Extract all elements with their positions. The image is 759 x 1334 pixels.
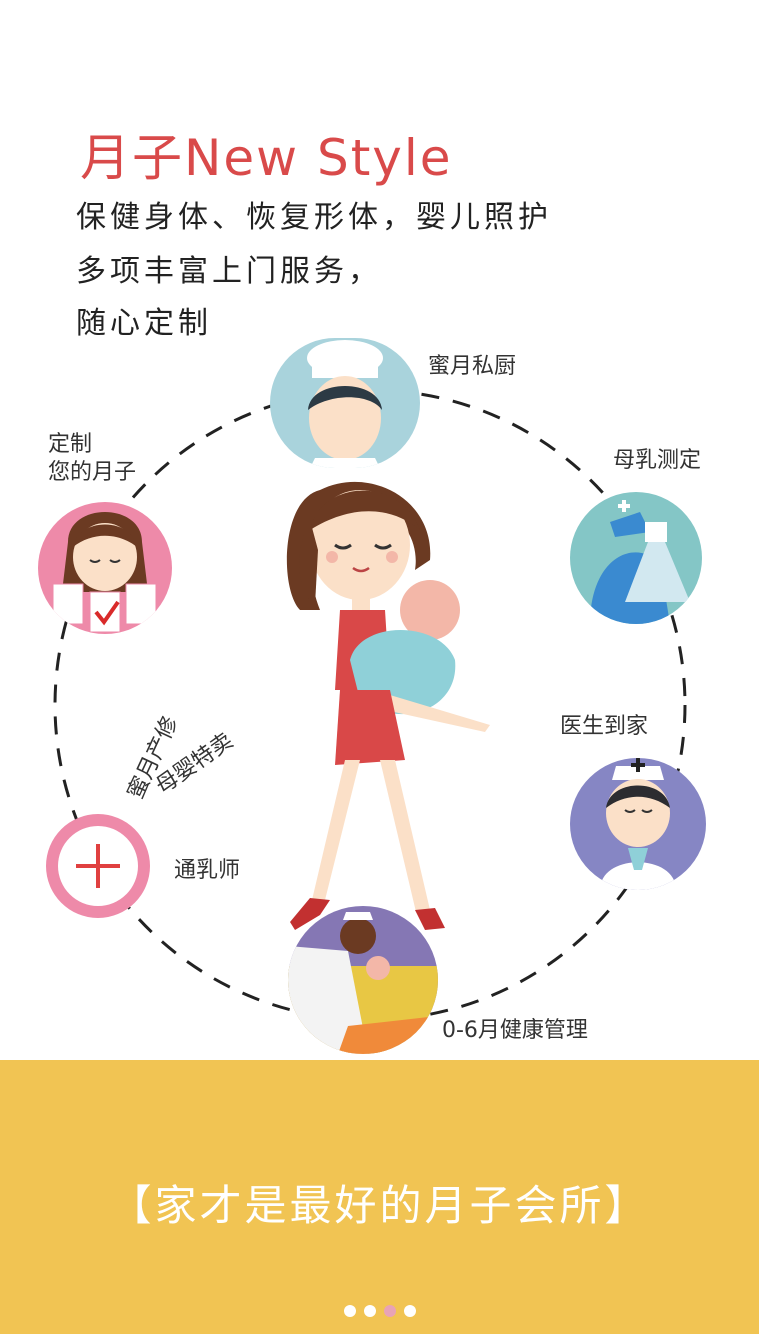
- subtitle-line-1: 保健身体、恢复形体，婴儿照护: [76, 200, 552, 235]
- service-label-doctor: 医生到家: [560, 714, 649, 739]
- page-dot[interactable]: [343, 1305, 356, 1317]
- page-dot[interactable]: [403, 1305, 416, 1317]
- service-label-lactation: 通乳师: [174, 858, 241, 883]
- service-label-milk: 母乳测定: [613, 448, 702, 473]
- chef-icon[interactable]: [270, 338, 420, 468]
- mother-baby-illustration: [286, 481, 490, 930]
- slogan-text: 【家才是最好的月子会所】: [109, 1181, 650, 1230]
- page-dot-active[interactable]: [383, 1305, 396, 1317]
- page-dot[interactable]: [363, 1305, 376, 1317]
- health-management-icon[interactable]: [288, 906, 438, 1054]
- page-indicator: [0, 1305, 759, 1317]
- doctor-icon[interactable]: [570, 758, 706, 890]
- plus-icon[interactable]: [46, 814, 150, 918]
- subtitle-line-3: 随心定制: [76, 306, 212, 341]
- slogan-banner: [0, 1060, 759, 1334]
- service-label-custom-1: 定制: [48, 432, 93, 457]
- custom-plan-icon[interactable]: [38, 502, 172, 634]
- service-label-chef: 蜜月私厨: [428, 354, 517, 379]
- service-label-health: 0-6月健康管理: [442, 1018, 588, 1043]
- milk-test-icon[interactable]: [570, 492, 702, 624]
- service-label-custom-2: 您的月子: [48, 460, 137, 485]
- subtitle-line-2: 多项丰富上门服务，: [76, 254, 382, 289]
- page-title: 月子New Style: [80, 129, 453, 187]
